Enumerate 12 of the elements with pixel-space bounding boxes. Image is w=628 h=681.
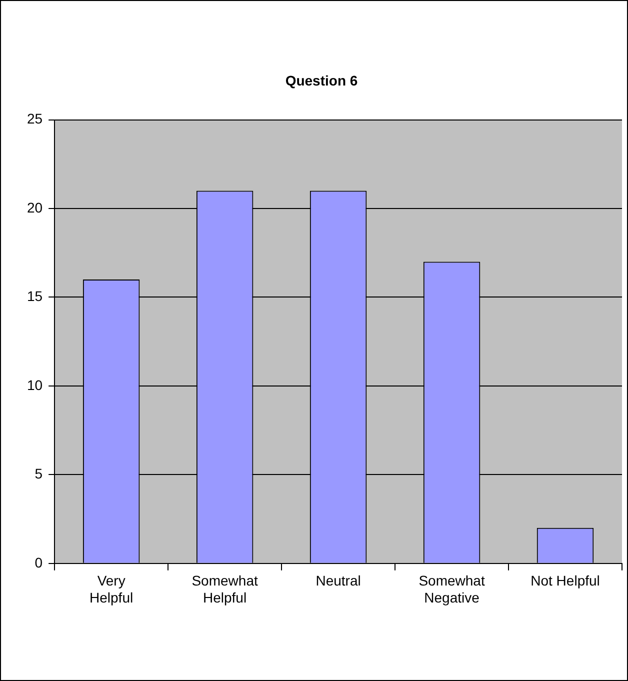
x-tick-label: Not Helpful xyxy=(530,572,600,589)
x-tick-label: Somewhat Helpful xyxy=(192,572,258,606)
y-tick-label: 0 xyxy=(34,554,43,570)
chart-title: Question 6 xyxy=(285,72,358,88)
x-tick-label: Very Helpful xyxy=(90,572,134,606)
y-tick-label: 10 xyxy=(26,376,43,393)
x-tick-label: Neutral xyxy=(316,572,361,589)
y-tick-label: 5 xyxy=(34,466,43,482)
y-tick-label: 15 xyxy=(26,288,43,304)
x-tick-label: Somewhat Negative xyxy=(418,572,485,606)
y-tick-label: 25 xyxy=(26,110,43,127)
y-tick-label: 20 xyxy=(26,199,43,216)
